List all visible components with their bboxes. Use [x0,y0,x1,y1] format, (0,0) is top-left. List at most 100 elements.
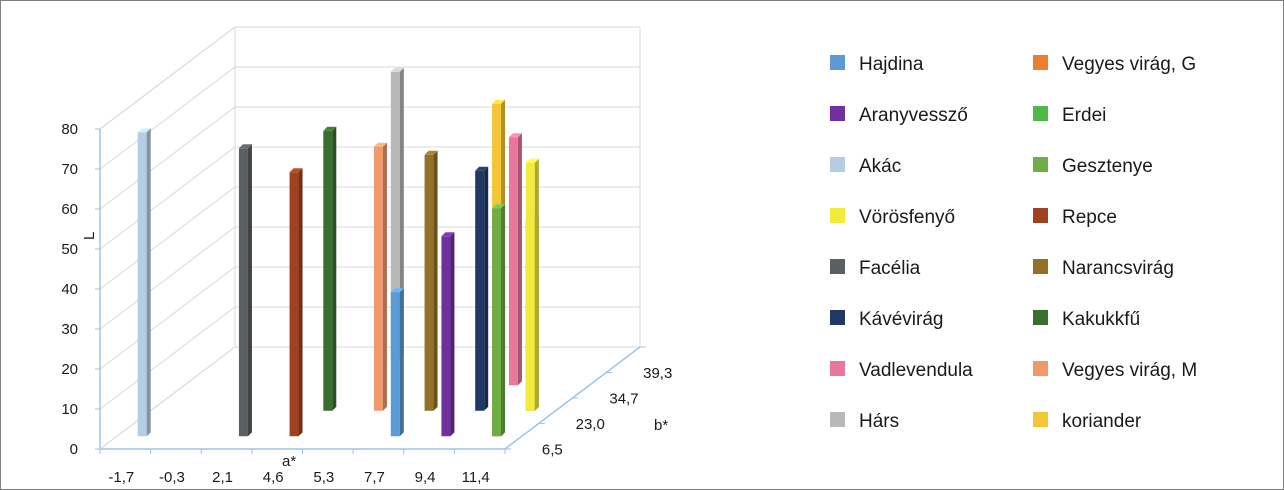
legend-item: Vörösfenyő [830,207,955,228]
legend-label: Facélia [859,258,921,279]
y-tick-label: 20 [61,361,78,378]
bar-side [382,142,387,411]
legend-label: Kávévirág [859,309,944,330]
legend-swatch [1033,259,1048,274]
legend-swatch [1033,412,1048,427]
x-axis-label: a* [282,453,296,470]
gridline [99,186,640,290]
legend-item: koriander [1033,411,1142,432]
legend-label: Vegyes virág, G [1062,54,1196,75]
legend-item: Kávévirág [830,309,944,330]
x-tick-label: 2,1 [212,469,233,486]
bar-top [508,133,522,138]
legend-label: Narancsvirág [1062,258,1174,279]
bar-top [441,232,455,237]
gridline [99,146,640,250]
gridline [99,106,640,210]
gridline [99,26,640,130]
legend-label: Hárs [859,411,899,432]
legend-item: Vadlevendula [830,360,973,381]
x-tick-label: 7,7 [364,469,385,486]
legend-swatch [830,55,845,70]
gridline [99,66,640,170]
bar-side [399,288,404,437]
legend-swatch [1033,55,1048,70]
x-tick-label: 9,4 [415,469,436,486]
legend-label: Vörösfenyő [859,207,955,228]
legend-item: Narancsvirág [1033,258,1174,279]
y-tick-label: 30 [61,321,78,338]
bar-top [390,288,404,293]
floor-edge [99,346,236,450]
legend-label: Kakukkfű [1062,309,1140,330]
bar-front [373,146,383,411]
legend-item: Gesztenye [1033,156,1153,177]
chart-legend: Hajdina Vegyes virág, G Aranyvessző Erdei Ak… [830,54,1197,432]
legend-item: Vegyes virág, G [1033,54,1196,75]
y-tick-label: 50 [61,241,78,258]
bar-front [238,148,248,437]
y-tick-label: 70 [61,161,78,178]
bar-fac-lia [238,144,252,437]
bar-top [323,126,337,131]
chart-gridlines [99,26,641,450]
legend-swatch [1033,310,1048,325]
gridline [99,346,640,450]
bar-side [450,232,455,437]
gridline [99,226,640,330]
chart-axes [95,128,646,454]
bar-front [492,208,502,437]
legend-swatch [830,106,845,121]
z-axis-label: b* [654,417,668,434]
bar-side [399,67,404,360]
bar-top [238,144,252,149]
bar-top [475,166,489,171]
bar-side [501,204,506,437]
bar-top [390,67,404,72]
legend-item: Vegyes virág, M [1033,360,1197,381]
chart-bars [137,67,539,437]
z-tick-label: 23,0 [576,416,605,433]
bar-front [475,170,485,411]
y-tick-label: 40 [61,281,78,298]
bar-front [137,132,147,437]
legend-item: Kakukkfű [1033,309,1140,330]
legend-swatch [830,259,845,274]
x-tick-label: 4,6 [263,469,284,486]
legend-label: Erdei [1062,105,1106,126]
legend-swatch [1033,157,1048,172]
bar-top [525,158,539,163]
legend-swatch [830,208,845,223]
bar-side [332,126,337,411]
bar-hajdina [390,288,404,437]
bar-top [137,128,151,133]
legend-item: Facélia [830,258,921,279]
legend-label: Akác [859,156,901,177]
legend-swatch [1033,106,1048,121]
legend-swatch [1033,208,1048,223]
bar-front [525,162,535,411]
bar-gesztenye [492,204,506,437]
legend-item: Aranyvessző [830,105,968,126]
bar-top [424,150,438,155]
bar-top [492,99,506,104]
legend-swatch [830,412,845,427]
bar-side [534,158,539,411]
bar-front [289,172,299,437]
bar-vadlevendula [508,133,522,386]
bar-h-rs [390,67,404,360]
bar-front [323,130,333,411]
legend-label: Repce [1062,207,1117,228]
x-tick-label: -1,7 [108,469,134,486]
bar-aranyvessz- [441,232,455,437]
bar-v-r-sfeny- [525,158,539,411]
z-tick-label: 39,3 [643,365,672,382]
gridline [99,266,640,370]
bar-front [390,71,400,360]
legend-swatch [830,157,845,172]
z-tick-label: 34,7 [609,390,638,407]
bar-front [508,137,518,386]
bar-side [484,166,489,411]
